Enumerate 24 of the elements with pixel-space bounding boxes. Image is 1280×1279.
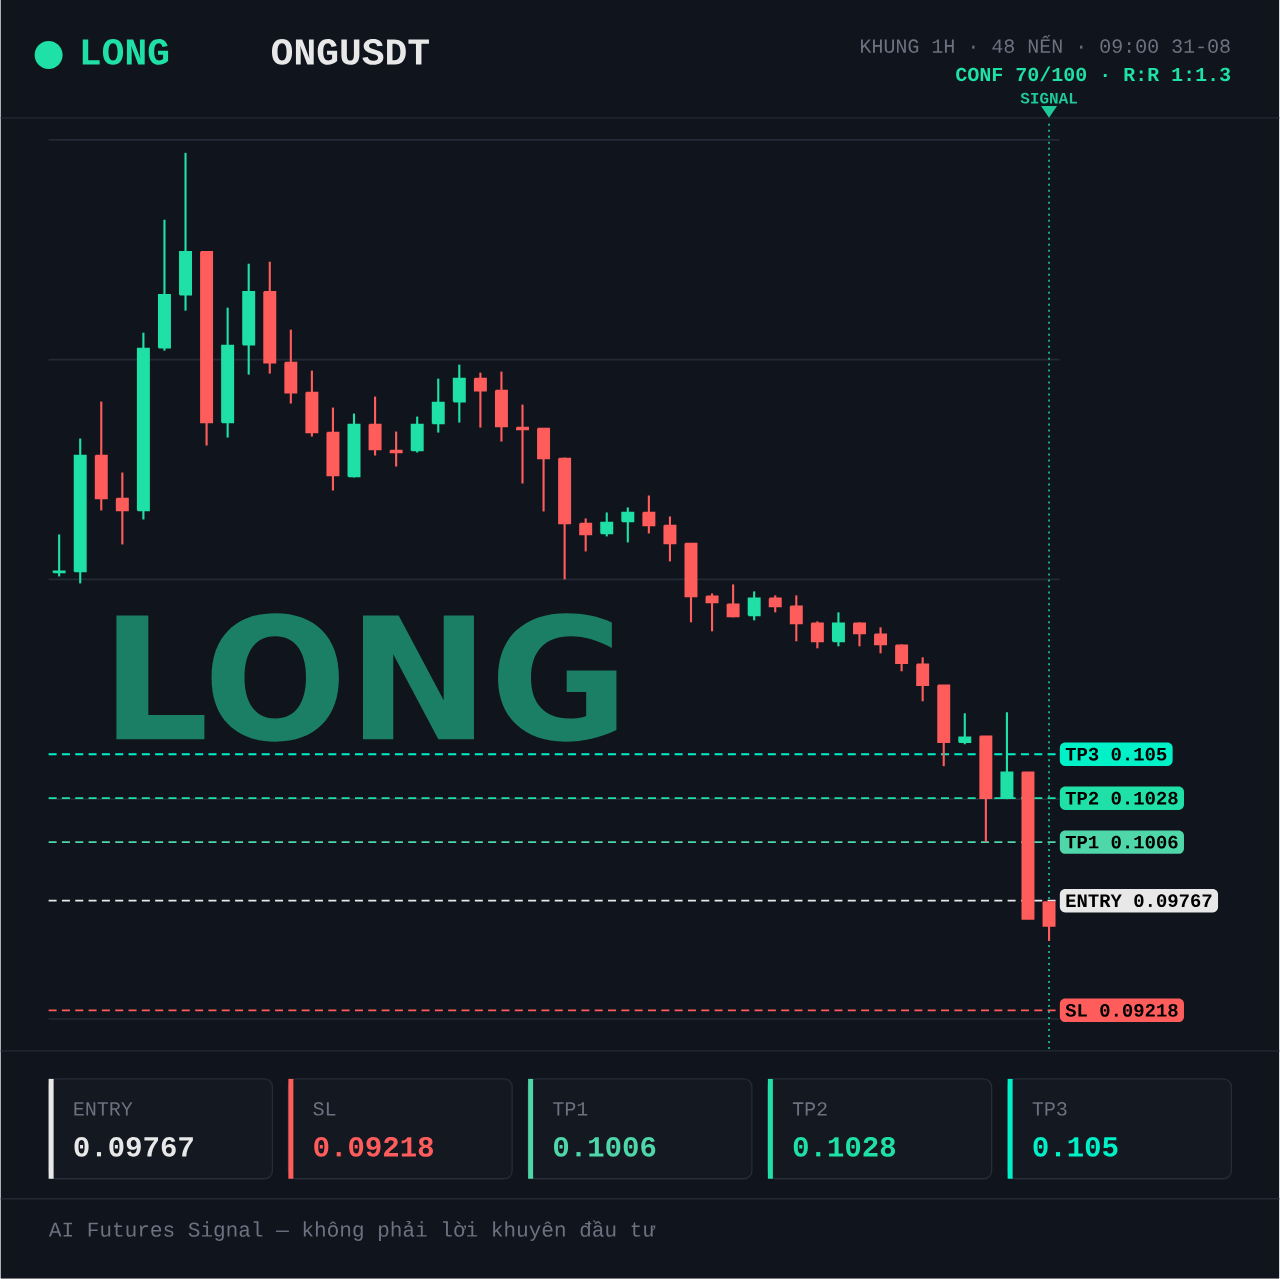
- text: ENTRY: [74, 1102, 133, 1116]
- ref-line-label: SL 0.09218: [1065, 1004, 1178, 1017]
- text: TP1: [553, 1102, 588, 1116]
- annotation: LONG: [116, 613, 617, 742]
- candlestick: [1021, 771, 1035, 921]
- text: CONF 70/100 · R:R 1:1.3: [956, 66, 1231, 82]
- text: 0.1006: [554, 1137, 656, 1157]
- ref-line-label: TP1 0.1006: [1065, 835, 1178, 849]
- text: AI Futures Signal — không phải lời khuyên đầu tư: [48, 1220, 656, 1242]
- text: TP3: [1032, 1102, 1067, 1116]
- ref-line-label: TP2 0.1028: [1065, 791, 1178, 805]
- text: SL: [313, 1102, 336, 1116]
- ref-line-label: ENTRY 0.09767: [1066, 894, 1212, 908]
- ref-line-label: TP3 0.105: [1065, 747, 1167, 761]
- text: KHUNG 1H · 48 NẾN · 09:00 31-08: [861, 35, 1230, 54]
- text: 0.105: [1033, 1137, 1118, 1157]
- text: 0.1028: [793, 1137, 896, 1157]
- text: TP2: [792, 1102, 827, 1116]
- candlestick: [958, 712, 972, 746]
- text: 0.09767: [74, 1137, 193, 1157]
- text: LONG: [82, 39, 169, 65]
- text: 0.09218: [314, 1137, 434, 1157]
- text: SIGNAL: [1020, 92, 1077, 104]
- chart-title: ONGUSDT: [271, 39, 429, 65]
